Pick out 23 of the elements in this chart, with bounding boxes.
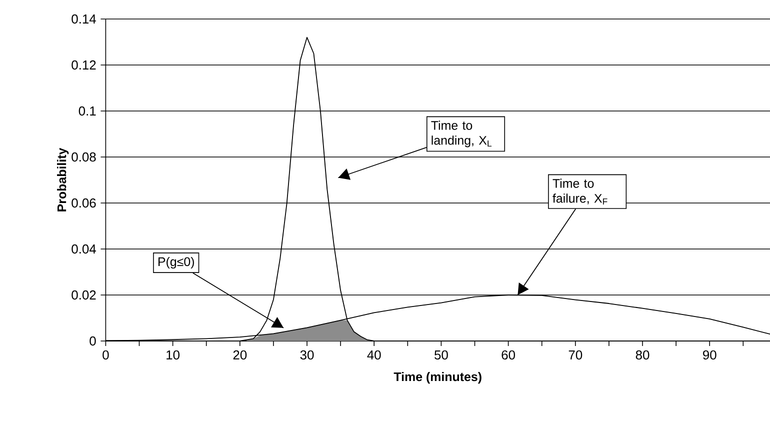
x-tick-label: 20 xyxy=(233,350,247,360)
x-tick-label: 30 xyxy=(300,350,314,360)
annotation: Time to landing, X$_{L}$ xyxy=(431,120,492,148)
x-tick-label: 40 xyxy=(367,350,381,360)
y-tick-label: 0.14 xyxy=(72,14,96,24)
x-axis-title: Time (minutes) xyxy=(394,372,482,384)
x-tick-label: 10 xyxy=(166,350,180,360)
y-tick-label: 0.04 xyxy=(72,244,96,254)
y-tick-label: 0.02 xyxy=(72,290,96,300)
x-tick-label: 70 xyxy=(568,350,582,360)
annotation: P(g≤0) xyxy=(158,256,194,269)
y-tick-label: 0.12 xyxy=(72,60,96,70)
x-tick-label: 90 xyxy=(703,350,716,360)
y-tick-label: 0.1 xyxy=(78,106,96,116)
x-tick-label: 60 xyxy=(502,350,516,360)
x-tick-label: 50 xyxy=(434,350,448,360)
y-tick-label: 0.06 xyxy=(72,198,96,208)
annotation: Time to failure, X$_{F}$ xyxy=(552,178,608,205)
y-tick-label: 0 xyxy=(90,336,96,346)
x-tick-label: 0 xyxy=(102,350,109,360)
y-axis-title: Probability xyxy=(57,148,69,212)
y-tick-label: 0.08 xyxy=(72,152,96,162)
x-tick-label: 80 xyxy=(636,350,650,360)
